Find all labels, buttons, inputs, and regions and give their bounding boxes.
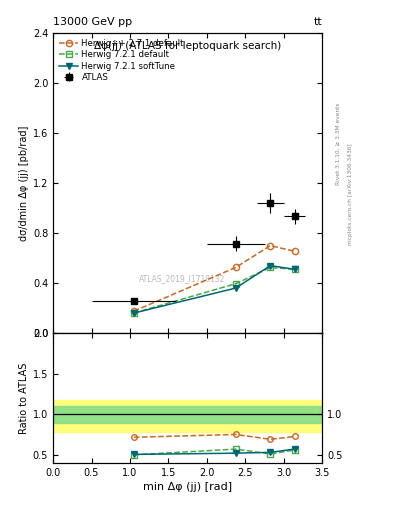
Herwig 7.2.1 default (233, 281, 238, 287)
Text: Rivet 3.1.10, ≥ 3.3M events: Rivet 3.1.10, ≥ 3.3M events (336, 102, 341, 185)
Text: ATLAS_2019_I1718132: ATLAS_2019_I1718132 (139, 274, 226, 284)
Bar (53, 400, 322, 433)
Herwig++ 2.7.1 default (233, 264, 238, 270)
Herwig 7.2.1 softTune (292, 266, 297, 272)
Herwig 7.2.1 softTune (131, 310, 136, 316)
Legend: Herwig++ 2.7.1 default, Herwig 7.2.1 default, Herwig 7.2.1 softTune, ATLAS: Herwig++ 2.7.1 default, Herwig 7.2.1 def… (57, 37, 186, 83)
X-axis label: min Δφ (jj) [rad]: min Δφ (jj) [rad] (143, 482, 232, 493)
Y-axis label: Ratio to ATLAS: Ratio to ATLAS (18, 362, 29, 434)
Herwig 7.2.1 default (268, 264, 273, 270)
Herwig 7.2.1 softTune (268, 263, 273, 269)
Line: Herwig++ 2.7.1 default: Herwig++ 2.7.1 default (131, 243, 298, 314)
Herwig++ 2.7.1 default (268, 243, 273, 249)
Text: tt: tt (314, 16, 322, 27)
Text: Δφ(jj) (ATLAS for leptoquark search): Δφ(jj) (ATLAS for leptoquark search) (94, 41, 281, 51)
Herwig++ 2.7.1 default (292, 248, 297, 254)
Text: mcplots.cern.ch [arXiv:1306.3436]: mcplots.cern.ch [arXiv:1306.3436] (348, 144, 353, 245)
Y-axis label: dσ/dmin Δφ (jj) [pb/rad]: dσ/dmin Δφ (jj) [pb/rad] (18, 125, 29, 241)
Bar (53, 407, 322, 422)
Line: Herwig 7.2.1 softTune: Herwig 7.2.1 softTune (131, 263, 298, 316)
Text: 13000 GeV pp: 13000 GeV pp (53, 16, 132, 27)
Line: Herwig 7.2.1 default: Herwig 7.2.1 default (131, 264, 298, 316)
Herwig 7.2.1 default (131, 310, 136, 316)
Herwig 7.2.1 default (292, 266, 297, 272)
Herwig 7.2.1 softTune (233, 285, 238, 291)
Herwig++ 2.7.1 default (131, 308, 136, 314)
